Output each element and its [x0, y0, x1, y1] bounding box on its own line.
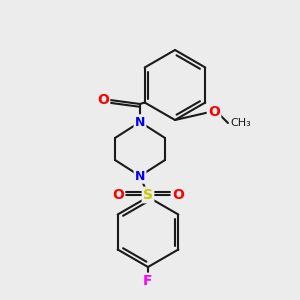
Text: N: N — [135, 169, 145, 182]
Text: S: S — [143, 188, 153, 202]
Text: F: F — [143, 274, 153, 288]
Text: O: O — [208, 105, 220, 119]
Text: O: O — [97, 93, 109, 107]
Text: O: O — [112, 188, 124, 202]
Text: CH₃: CH₃ — [230, 118, 251, 128]
Text: O: O — [172, 188, 184, 202]
Text: N: N — [135, 116, 145, 128]
